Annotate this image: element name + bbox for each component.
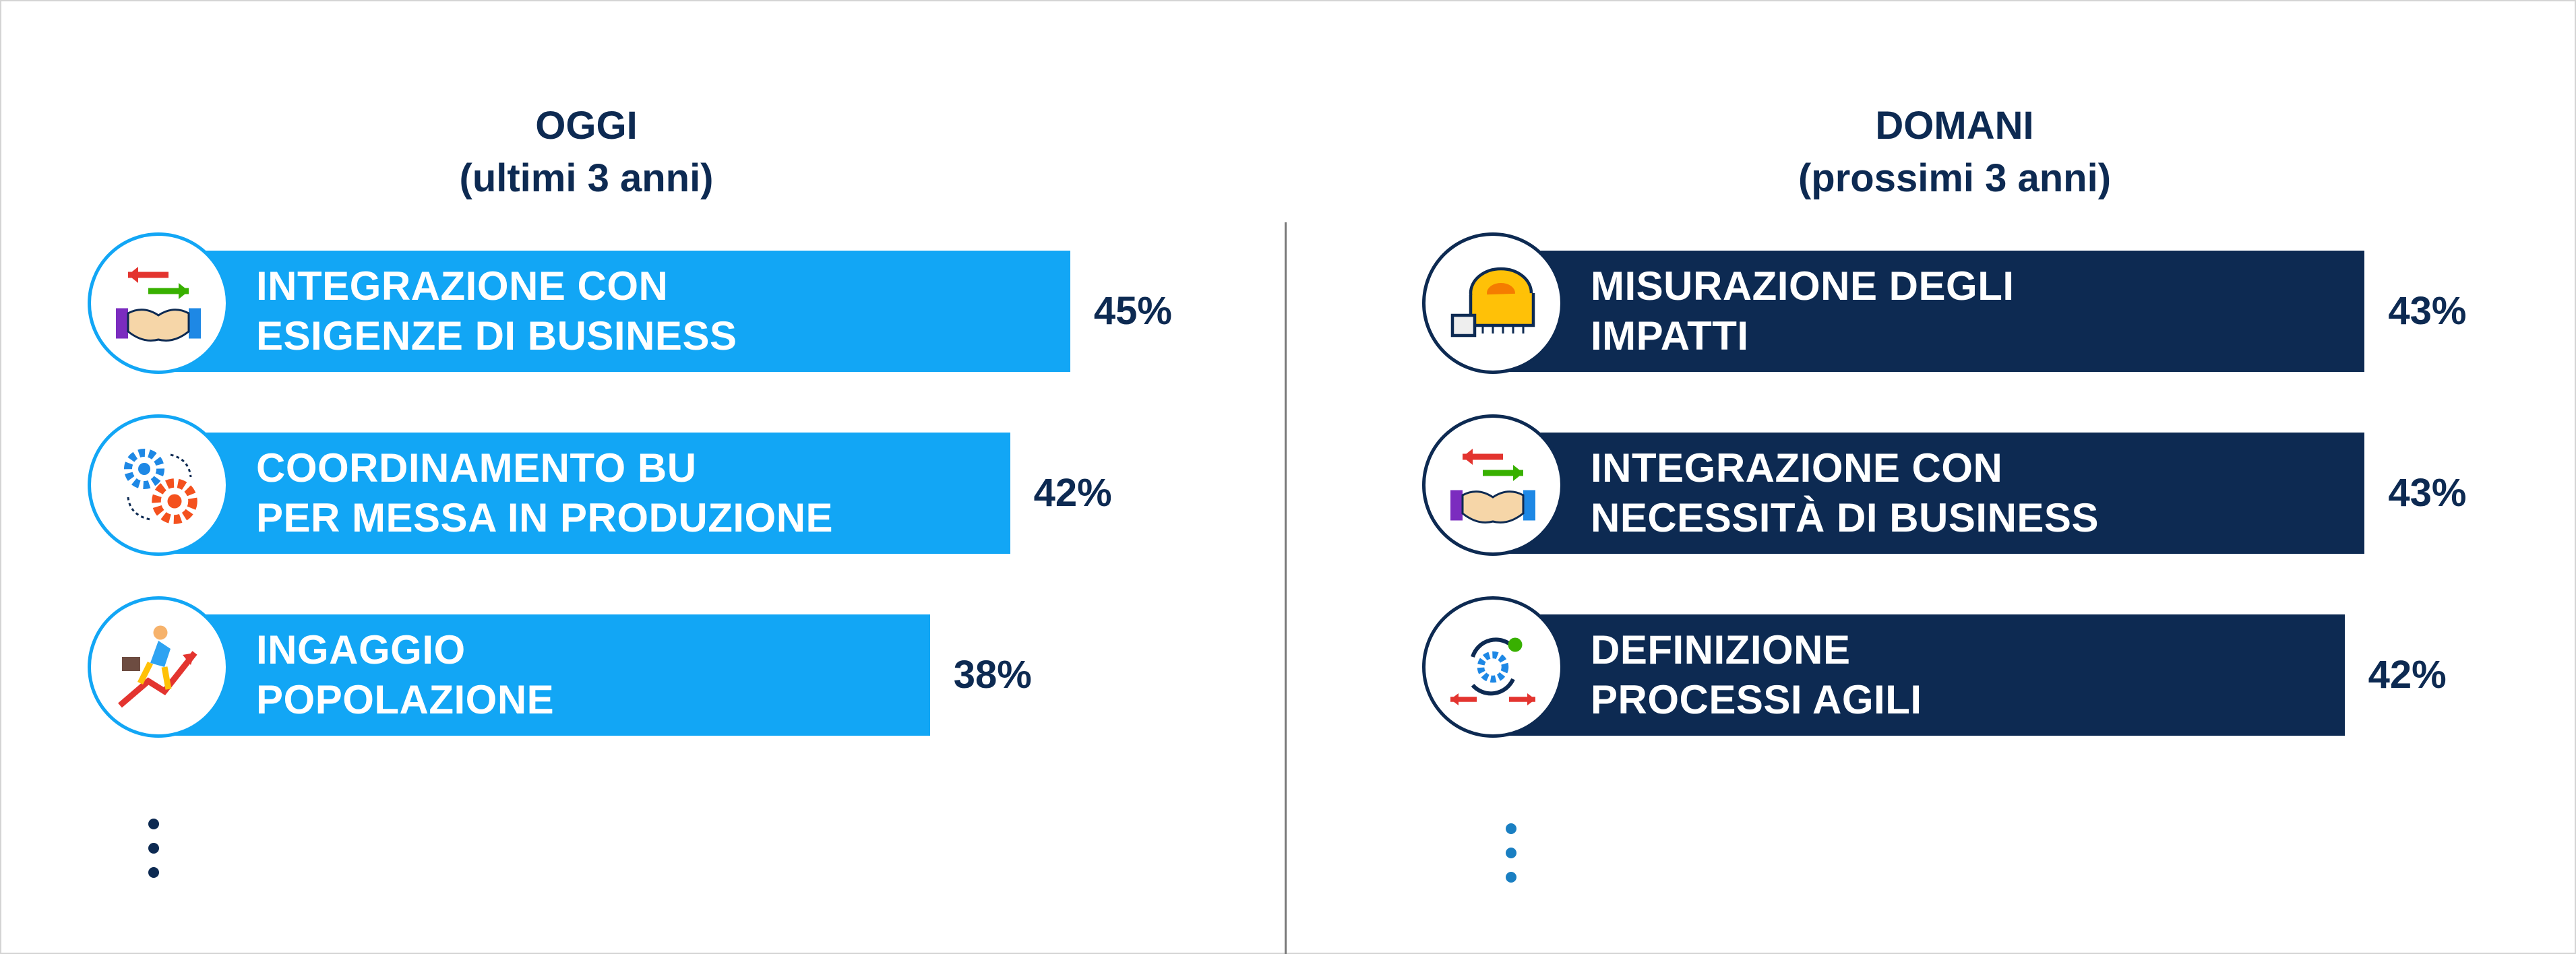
label-line: DEFINIZIONE — [1591, 627, 1851, 672]
tomorrow-pct-1: 43% — [2388, 289, 2467, 333]
tomorrow-pct-2: 43% — [2388, 471, 2467, 515]
handshake-arrows-icon — [1422, 414, 1564, 556]
tomorrow-row-2: INTEGRAZIONE CON NECESSITÀ DI BUSINESS 4… — [1422, 414, 2576, 563]
ellipsis-dot — [1506, 872, 1516, 883]
label-line: ESIGENZE DI BUSINESS — [256, 313, 737, 358]
tomorrow-pct-3: 42% — [2368, 653, 2447, 697]
today-bar-2: COORDINAMENTO BU PER MESSA IN PRODUZIONE — [168, 433, 1010, 554]
today-bar-3-label: INGAGGIO POPOLAZIONE — [256, 614, 1200, 736]
today-bar-1-label: INTEGRAZIONE CON ESIGENZE DI BUSINESS — [256, 251, 1200, 372]
label-line: POPOLAZIONE — [256, 677, 555, 722]
label-line: INTEGRAZIONE CON — [1591, 445, 2003, 490]
growth-runner-icon — [88, 596, 229, 738]
label-line: IMPATTI — [1591, 313, 1749, 358]
ellipsis-dot — [148, 819, 159, 829]
label-line: INGAGGIO — [256, 627, 466, 672]
ellipsis-dot — [148, 867, 159, 878]
tomorrow-title-block: DOMANI (prossimi 3 anni) — [1422, 100, 2487, 205]
tomorrow-bar-3: DEFINIZIONE PROCESSI AGILI — [1503, 614, 2345, 736]
measuring-tape-icon — [1422, 232, 1564, 374]
tomorrow-title: DOMANI — [1875, 104, 2034, 148]
today-panel: OGGI (ultimi 3 anni) INTEGRAZIONE CON ES… — [88, 0, 1335, 954]
ellipsis-dot — [1506, 823, 1516, 834]
label-line: INTEGRAZIONE CON — [256, 263, 669, 309]
ellipsis-dot — [1506, 848, 1516, 858]
today-bar-3: INGAGGIO POPOLAZIONE — [168, 614, 930, 736]
tomorrow-bar-2-label: INTEGRAZIONE CON NECESSITÀ DI BUSINESS — [1591, 433, 2534, 554]
label-line: PROCESSI AGILI — [1591, 677, 1922, 722]
agile-cycle-icon — [1422, 596, 1564, 738]
today-bar-2-label: COORDINAMENTO BU PER MESSA IN PRODUZIONE — [256, 433, 1200, 554]
panel-divider — [1285, 222, 1287, 954]
today-row-3: INGAGGIO POPOLAZIONE 38% — [88, 596, 1301, 744]
tomorrow-bar-2: INTEGRAZIONE CON NECESSITÀ DI BUSINESS — [1503, 433, 2365, 554]
today-title: OGGI — [535, 104, 638, 148]
tomorrow-panel: DOMANI (prossimi 3 anni) MISURAZIONE DEG… — [1422, 0, 2576, 954]
tomorrow-bar-3-label: DEFINIZIONE PROCESSI AGILI — [1591, 614, 2534, 736]
label-line: MISURAZIONE DEGLI — [1591, 263, 2015, 309]
today-bar-1: INTEGRAZIONE CON ESIGENZE DI BUSINESS — [168, 251, 1070, 372]
handshake-arrows-icon — [88, 232, 229, 374]
tomorrow-row-1: MISURAZIONE DEGLI IMPATTI 43% — [1422, 232, 2576, 381]
today-pct-2: 42% — [1033, 471, 1112, 515]
label-line: NECESSITÀ DI BUSINESS — [1591, 495, 2099, 540]
label-line: COORDINAMENTO BU — [256, 445, 697, 490]
tomorrow-row-3: DEFINIZIONE PROCESSI AGILI 42% — [1422, 596, 2576, 744]
today-pct-3: 38% — [953, 653, 1032, 697]
label-line: PER MESSA IN PRODUZIONE — [256, 495, 834, 540]
more-items-dots — [1504, 823, 1518, 896]
more-items-dots — [147, 819, 160, 891]
tomorrow-bar-1: MISURAZIONE DEGLI IMPATTI — [1503, 251, 2365, 372]
today-pct-1: 45% — [1093, 289, 1172, 333]
ellipsis-dot — [148, 843, 159, 854]
today-title-block: OGGI (ultimi 3 anni) — [88, 100, 1085, 205]
tomorrow-subtitle: (prossimi 3 anni) — [1798, 156, 2112, 200]
today-row-1: INTEGRAZIONE CON ESIGENZE DI BUSINESS 45… — [88, 232, 1301, 381]
today-subtitle: (ultimi 3 anni) — [459, 156, 714, 200]
today-row-2: COORDINAMENTO BU PER MESSA IN PRODUZIONE… — [88, 414, 1301, 563]
gears-icon — [88, 414, 229, 556]
tomorrow-bar-1-label: MISURAZIONE DEGLI IMPATTI — [1591, 251, 2534, 372]
